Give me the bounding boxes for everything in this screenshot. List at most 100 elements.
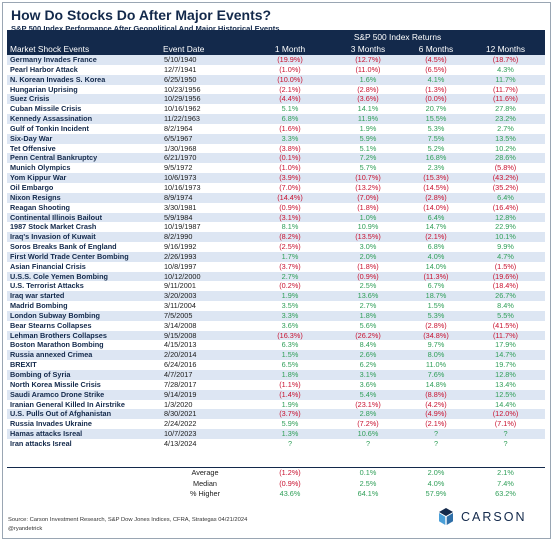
return-3-months-cell: 3.6% (330, 379, 406, 390)
return-3-months-cell: (3.6%) (330, 94, 406, 105)
table-row: Iranian General Killed In Airstrike 1/3/2… (7, 399, 545, 410)
summary-m1-cell: (0.9%) (250, 478, 330, 489)
return-6-months-cell: (11.3%) (406, 271, 466, 282)
header-columns-row: Market Shock Events Event Date 1 Month 3… (7, 43, 545, 55)
event-name-cell: Iraq's Invasion of Kuwait (7, 232, 160, 243)
return-1-month-cell: (1.0%) (250, 163, 330, 174)
return-12-months-cell: ? (466, 429, 545, 439)
event-name-cell: Nixon Resigns (7, 192, 160, 203)
return-3-months-cell: 11.9% (330, 114, 406, 124)
table-row: Oil Embargo 10/16/1973 (7.0%) (13.2%) (14.5%… (7, 182, 545, 193)
event-name-cell: Yom Kippur War (7, 173, 160, 183)
return-3-months-cell: 5.4% (330, 389, 406, 400)
return-12-months-cell: (11.7%) (466, 330, 545, 341)
return-6-months-cell: (34.8%) (406, 330, 466, 341)
return-6-months-cell: 14.8% (406, 379, 466, 390)
summary-spacer (7, 489, 160, 500)
table-row: Iraq's Invasion of Kuwait 8/2/1990 (8.2%)(… (7, 232, 545, 243)
event-date-cell: 3/14/2008 (160, 320, 250, 331)
return-6-months-cell: (4.2%) (406, 399, 466, 410)
return-1-month-cell: 3.5% (250, 301, 330, 311)
event-date-cell: 9/11/2001 (160, 281, 250, 292)
summary-m1-cell: 43.6% (250, 489, 330, 500)
returns-table: S&P 500 Index Returns Market Shock Event… (7, 30, 545, 449)
table-row: U.S. Terrorist Attacks 9/11/2001 (0.2%) 2.5… (7, 281, 545, 292)
summary-m12-cell: 7.4% (466, 478, 545, 489)
table-row: Hamas attacks Isreal 10/7/2023 1.3% 10.6%?? (7, 429, 545, 439)
summary-row: Median (0.9%) 2.5% 4.0% 7.4% (7, 478, 545, 489)
header-spacer (160, 30, 250, 43)
table-row: Pearl Harbor Attack 12/7/1941 (1.0%) (11.0%… (7, 64, 545, 75)
author-handle: @ryandetrick (8, 526, 43, 532)
event-name-cell: Russia annexed Crimea (7, 350, 160, 361)
event-date-cell: 2/20/2014 (160, 350, 250, 361)
table-row: Suez Crisis 10/29/1956 (4.4%) (3.6%) (0.0%)(… (7, 94, 545, 105)
return-6-months-cell: 18.7% (406, 291, 466, 302)
col-header-12-months: 12 Months (466, 43, 545, 55)
return-6-months-cell: (8.8%) (406, 389, 466, 400)
table-row: 1987 Stock Market Crash 10/19/1987 8.1% 10.… (7, 222, 545, 233)
event-name-cell: Soros Breaks Bank of England (7, 242, 160, 252)
event-date-cell: 9/5/1972 (160, 163, 250, 174)
event-date-cell: 10/29/1956 (160, 94, 250, 105)
return-1-month-cell: (1.6%) (250, 123, 330, 134)
table-row: Saudi Aramco Drone Strike 9/14/2019 (1.4%)… (7, 389, 545, 400)
return-6-months-cell: 9.7% (406, 340, 466, 351)
return-3-months-cell: 2.8% (330, 409, 406, 420)
return-3-months-cell: 2.7% (330, 301, 406, 311)
return-12-months-cell: 4.3% (466, 64, 545, 75)
event-date-cell: 10/16/1962 (160, 104, 250, 115)
summary-row: Average (1.2%) 0.1% 2.0% 2.1% (7, 468, 545, 479)
table-row: London Subway Bombing 7/5/2005 3.3% 1.8% 5.3… (7, 310, 545, 321)
return-12-months-cell: 4.7% (466, 251, 545, 262)
return-3-months-cell: (11.0%) (330, 64, 406, 75)
return-12-months-cell: (16.4%) (466, 202, 545, 213)
return-6-months-cell: (2.8%) (406, 192, 466, 203)
event-name-cell: Bombing of Syria (7, 370, 160, 380)
event-date-cell: 8/2/1964 (160, 123, 250, 134)
return-6-months-cell: 4.0% (406, 251, 466, 262)
event-name-cell: Cuban Missile Crisis (7, 104, 160, 115)
event-date-cell: 11/22/1963 (160, 114, 250, 124)
event-name-cell: Germany Invades France (7, 55, 160, 65)
return-6-months-cell: (14.0%) (406, 202, 466, 213)
return-3-months-cell: 1.9% (330, 123, 406, 134)
event-date-cell: 5/10/1940 (160, 55, 250, 65)
event-name-cell: BREXIT (7, 360, 160, 370)
event-date-cell: 10/12/2000 (160, 271, 250, 282)
return-6-months-cell: (1.3%) (406, 84, 466, 95)
return-1-month-cell: 3.6% (250, 320, 330, 331)
table-row: Bear Stearns Collapses 3/14/2008 3.6% 5.6%(… (7, 320, 545, 331)
returns-group-header: S&P 500 Index Returns (250, 30, 545, 43)
event-date-cell: 4/7/2017 (160, 370, 250, 380)
return-3-months-cell: (12.7%) (330, 55, 406, 65)
return-1-month-cell: 5.9% (250, 419, 330, 430)
event-date-cell: 9/14/2019 (160, 389, 250, 400)
return-1-month-cell: 1.9% (250, 399, 330, 410)
summary-row: % Higher 43.6% 64.1% 57.9% 63.2% (7, 489, 545, 500)
return-3-months-cell: 5.9% (330, 133, 406, 144)
return-1-month-cell: (1.0%) (250, 64, 330, 75)
return-1-month-cell: (0.2%) (250, 281, 330, 292)
return-6-months-cell: (4.9%) (406, 409, 466, 420)
summary-label: % Higher (160, 489, 250, 500)
event-date-cell: 10/7/2023 (160, 429, 250, 439)
return-3-months-cell: 1.6% (330, 74, 406, 85)
table-row: Hungarian Uprising 10/23/1956 (2.1%) (2.8%)… (7, 84, 545, 95)
return-6-months-cell: (2.8%) (406, 320, 466, 331)
return-3-months-cell: 2.5% (330, 281, 406, 292)
event-date-cell: 6/21/1970 (160, 153, 250, 164)
return-12-months-cell: 12.8% (466, 212, 545, 223)
return-6-months-cell: ? (406, 429, 466, 439)
table-row: Cuban Missile Crisis 10/16/1962 5.1% 14.1% 2… (7, 104, 545, 115)
return-1-month-cell: (19.9%) (250, 55, 330, 65)
return-6-months-cell: 7.6% (406, 370, 466, 380)
return-1-month-cell: 5.1% (250, 104, 330, 115)
return-3-months-cell: (1.8%) (330, 261, 406, 272)
table-row: Yom Kippur War 10/6/1973 (3.9%) (10.7%) (15.… (7, 173, 545, 183)
table-row: U.S. Pulls Out of Afghanistan 8/30/2021 (3… (7, 409, 545, 420)
return-12-months-cell: (35.2%) (466, 182, 545, 193)
return-1-month-cell: (3.9%) (250, 173, 330, 183)
event-name-cell: Munich Olympics (7, 163, 160, 174)
event-name-cell: U.S. Pulls Out of Afghanistan (7, 409, 160, 420)
